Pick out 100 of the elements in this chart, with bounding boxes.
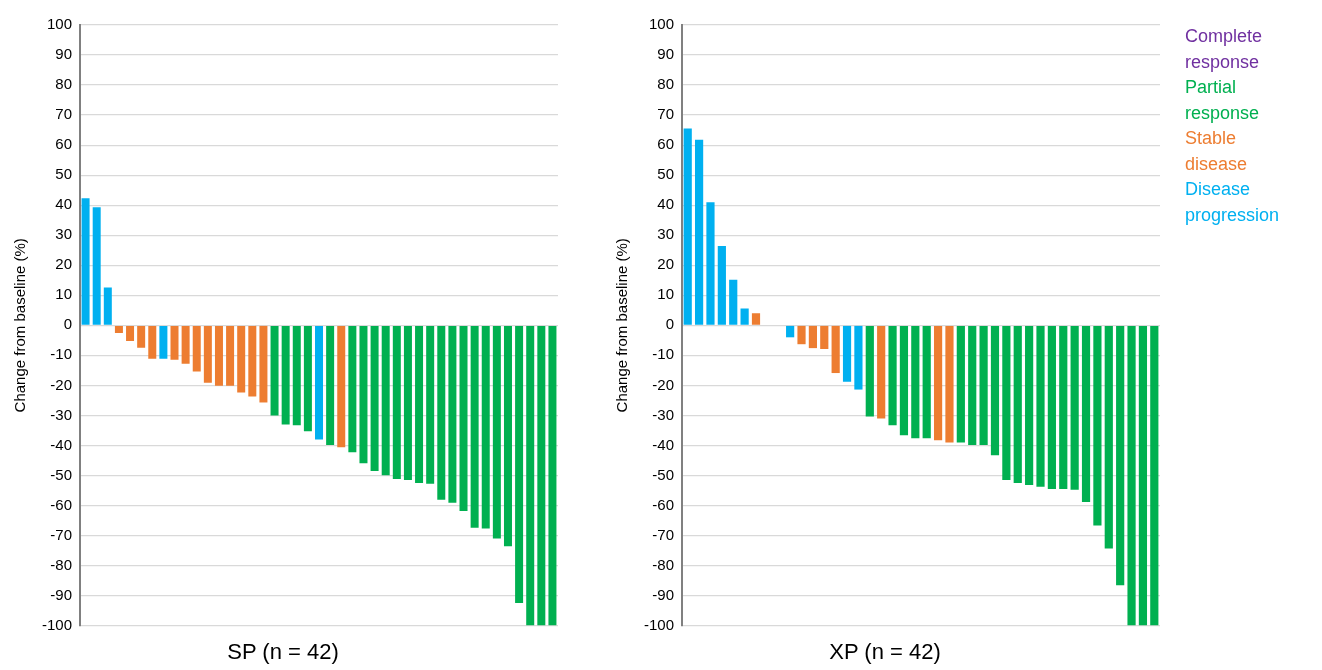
bar — [403, 325, 412, 480]
bar — [103, 287, 112, 325]
y-tick-label: 70 — [657, 105, 675, 123]
y-tick-label: 60 — [657, 135, 675, 153]
bar — [381, 325, 390, 476]
bar — [392, 325, 401, 480]
bar — [1093, 325, 1102, 526]
bar — [842, 325, 852, 382]
bar — [1013, 325, 1022, 483]
y-tick-label: -100 — [41, 615, 73, 633]
bar — [348, 325, 357, 453]
bar — [751, 313, 761, 325]
y-tick-label: 50 — [55, 165, 73, 183]
bar — [1002, 325, 1011, 480]
bar — [854, 325, 863, 390]
bar — [315, 325, 324, 440]
y-tick-label: -40 — [652, 435, 675, 453]
legend-label: Complete response — [1185, 25, 1264, 74]
bar — [292, 325, 301, 426]
bar — [933, 325, 943, 441]
bar — [159, 325, 168, 359]
y-tick-label: -30 — [652, 405, 675, 423]
bar — [81, 198, 90, 325]
bar — [214, 325, 223, 386]
bar — [911, 325, 920, 439]
y-tick-label: -30 — [50, 405, 73, 423]
text: SP (n = 42) — [227, 638, 339, 664]
text: Stable disease — [1185, 127, 1249, 176]
bar — [979, 325, 988, 446]
bar — [537, 325, 546, 626]
bar — [415, 325, 424, 483]
bar — [326, 325, 335, 446]
bar — [503, 325, 512, 547]
bar — [740, 308, 749, 325]
bar — [1127, 325, 1136, 626]
y-tick-label: -10 — [50, 345, 73, 363]
y-tick-label: 100 — [648, 15, 675, 33]
bar — [820, 325, 829, 350]
y-tick-label: -90 — [652, 585, 675, 603]
bar — [1116, 325, 1125, 586]
y-tick-label: 40 — [657, 195, 675, 213]
bar — [181, 325, 190, 364]
y-axis-title: Change from baseline (%) — [613, 238, 631, 413]
bar — [370, 325, 379, 471]
bar — [114, 325, 123, 334]
bar — [92, 207, 101, 325]
y-tick-label: 80 — [55, 75, 73, 93]
y-tick-label: -60 — [652, 495, 675, 513]
y-tick-label: 20 — [657, 255, 675, 273]
text: Partial response — [1185, 76, 1261, 125]
bar — [865, 325, 874, 417]
bar — [126, 325, 135, 341]
y-tick-label: -20 — [652, 375, 675, 393]
text: XP (n = 42) — [829, 638, 941, 664]
y-tick-label: 0 — [665, 315, 675, 333]
y-tick-label: 70 — [55, 105, 73, 123]
y-tick-label: -70 — [50, 525, 73, 543]
bar — [248, 325, 257, 397]
y-tick-label: -50 — [50, 465, 73, 483]
y-tick-label: -80 — [50, 555, 73, 573]
bar — [786, 325, 795, 338]
y-tick-label: 30 — [657, 225, 675, 243]
bar — [956, 325, 965, 443]
bar — [237, 325, 246, 393]
y-tick-label: -70 — [652, 525, 675, 543]
y-tick-label: 20 — [55, 255, 73, 273]
bar — [1047, 325, 1056, 489]
bar — [706, 202, 715, 325]
bar — [148, 325, 157, 359]
bar — [192, 325, 201, 372]
text: Disease progression — [1185, 178, 1281, 227]
bar — [877, 325, 886, 419]
bar — [683, 128, 692, 325]
bar — [448, 325, 457, 503]
y-tick-label: 10 — [657, 285, 675, 303]
bar — [515, 325, 524, 604]
bar — [281, 325, 290, 425]
bar — [303, 325, 312, 432]
bar — [797, 325, 806, 345]
y-tick-label: -50 — [652, 465, 675, 483]
y-tick-label: -20 — [50, 375, 73, 393]
bar — [1036, 325, 1045, 487]
bar — [481, 325, 490, 529]
y-tick-label: -10 — [652, 345, 675, 363]
bar — [259, 325, 268, 403]
y-tick-label: 50 — [657, 165, 675, 183]
bar — [548, 325, 557, 626]
bar — [203, 325, 212, 383]
bar — [1059, 325, 1068, 489]
bar — [945, 325, 954, 443]
bar — [170, 325, 179, 360]
bar — [808, 325, 817, 349]
y-tick-label: -40 — [50, 435, 73, 453]
bar — [337, 325, 346, 448]
bar — [831, 325, 840, 374]
bar — [990, 325, 1000, 456]
bar — [1081, 325, 1091, 502]
y-tick-label: -100 — [643, 615, 675, 633]
bar — [226, 325, 235, 386]
y-axis-title: Change from baseline (%) — [11, 238, 29, 413]
